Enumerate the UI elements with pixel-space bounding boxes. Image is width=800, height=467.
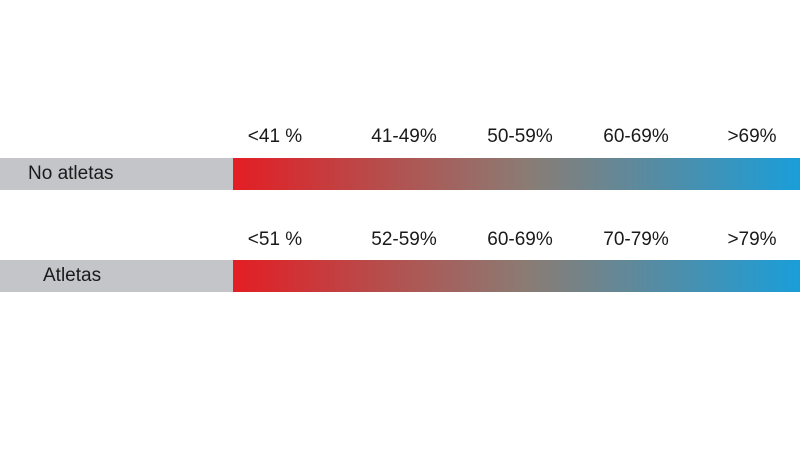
row-label-text: Atletas <box>43 265 102 286</box>
range-label: 60-69% <box>487 229 553 250</box>
range-label: <51 % <box>247 229 303 250</box>
range-label: >69% <box>727 126 777 147</box>
row-label-no-atletas: No atletas <box>0 158 233 190</box>
gradient-bar <box>233 260 800 292</box>
ticks-no-atletas: <41 % 41-49% 50-59% 60-69% >69% <box>0 126 800 154</box>
ticks-atletas: <51 % 52-59% 60-69% 70-79% >79% <box>0 229 800 257</box>
range-label: 52-59% <box>371 229 437 250</box>
range-label: >79% <box>727 229 777 250</box>
scale-row-no-atletas: No atletas <box>0 158 800 190</box>
range-label: 70-79% <box>603 229 669 250</box>
range-label: <41 % <box>247 126 303 147</box>
range-label: 41-49% <box>371 126 437 147</box>
gradient-bar <box>233 158 800 190</box>
range-label: 60-69% <box>603 126 669 147</box>
range-label: 50-59% <box>487 126 553 147</box>
row-label-text: No atletas <box>28 163 114 184</box>
row-label-atletas: Atletas <box>0 260 233 292</box>
scale-row-atletas: Atletas <box>0 260 800 292</box>
